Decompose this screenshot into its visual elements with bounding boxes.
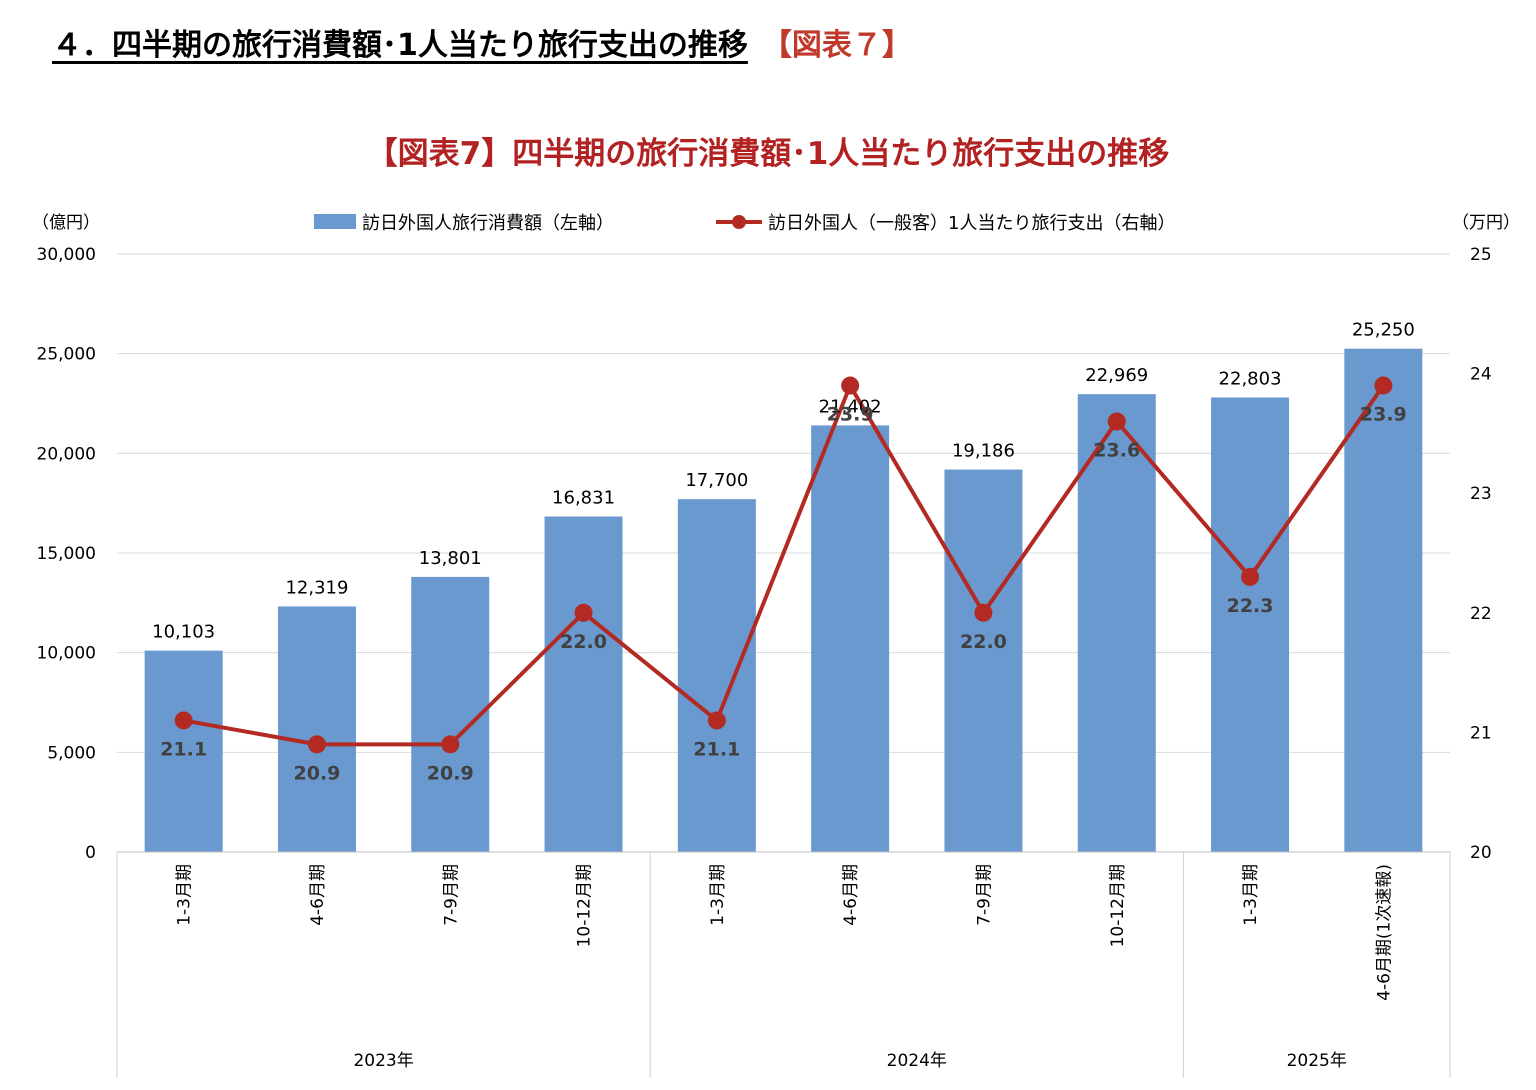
bar-data-label: 21,402 — [819, 396, 882, 417]
axes: 0 5,000 10,000 15,000 20,000 25,000 30,000 20 21… — [32, 213, 1520, 1078]
bar — [677, 499, 756, 852]
line-point — [307, 735, 326, 754]
category-label: 4-6月期(1次速報) — [1374, 864, 1394, 1001]
left-axis-unit: （億円） — [32, 213, 100, 233]
category-label: 1-3月期 — [708, 864, 728, 926]
right-axis-tick-label: 20 — [1470, 843, 1492, 863]
bar — [811, 425, 890, 852]
category-label: 1-3月期 — [175, 864, 195, 926]
bar-data-label: 17,700 — [685, 470, 748, 491]
legend-marker-line — [732, 215, 746, 229]
bar-data-label: 10,103 — [152, 622, 215, 643]
line-data-label: 22.0 — [960, 631, 1007, 653]
line-series — [174, 376, 1393, 754]
category-label: 4-6月期 — [308, 864, 328, 926]
line-data-label: 23.9 — [1360, 404, 1407, 426]
left-axis-tick-label: 20,000 — [37, 444, 96, 464]
bar — [1077, 394, 1156, 852]
year-label: 2023年 — [353, 1051, 413, 1071]
bar-data-label: 16,831 — [552, 488, 615, 509]
bar-data-label: 12,319 — [285, 577, 348, 598]
bar-data-label: 13,801 — [419, 548, 482, 569]
bar — [144, 650, 223, 852]
legend: 訪日外国人旅行消費額（左軸） 訪日外国人（一般客）1人当たり旅行支出（右軸） — [314, 213, 1175, 234]
line-point — [1107, 412, 1126, 431]
line-data-label: 21.1 — [693, 738, 740, 760]
page-heading: ４．四半期の旅行消費額･1人当たり旅行支出の推移 【図表７】 — [52, 20, 912, 64]
category-label: 10-12月期 — [1108, 864, 1128, 947]
line-point — [574, 603, 593, 622]
line-data-label: 22.0 — [560, 631, 607, 653]
right-axis-unit: （万円） — [1452, 213, 1520, 233]
line-point — [1241, 567, 1260, 586]
bar-data-label: 19,186 — [952, 441, 1015, 462]
left-axis-tick-label: 30,000 — [37, 245, 96, 265]
line-data-label: 21.1 — [160, 738, 207, 760]
page-heading-main: ４．四半期の旅行消費額･1人当たり旅行支出の推移 — [52, 28, 748, 63]
chart-title: 【図表7】四半期の旅行消費額･1人当たり旅行支出の推移 — [366, 136, 1170, 172]
line-point — [974, 603, 993, 622]
line-data-label: 20.9 — [427, 762, 474, 784]
bar-data-label: 22,969 — [1085, 365, 1148, 386]
legend-label-line: 訪日外国人（一般客）1人当たり旅行支出（右軸） — [768, 213, 1175, 234]
year-label: 2025年 — [1287, 1051, 1347, 1071]
bar-series — [144, 348, 1423, 852]
line-point — [174, 711, 193, 730]
line-point — [1374, 376, 1393, 395]
line-data-label: 23.6 — [1093, 439, 1140, 461]
right-axis-tick-label: 25 — [1470, 245, 1492, 265]
bar-data-label: 25,250 — [1352, 320, 1415, 341]
left-axis-tick-label: 0 — [85, 843, 96, 863]
bar — [1211, 397, 1290, 852]
left-axis-tick-label: 10,000 — [37, 644, 96, 664]
legend-swatch-bar — [314, 214, 356, 229]
left-axis-tick-label: 25,000 — [37, 345, 96, 365]
line-path — [183, 383, 1385, 747]
bar — [277, 606, 356, 852]
right-axis-tick-label: 21 — [1470, 723, 1492, 743]
category-label: 7-9月期 — [441, 864, 461, 926]
left-axis-tick-label: 15,000 — [37, 544, 96, 564]
category-label: 4-6月期 — [841, 864, 861, 926]
line-point — [841, 376, 860, 395]
right-axis-tick-label: 22 — [1470, 604, 1492, 624]
right-axis-tick-label: 23 — [1470, 484, 1492, 504]
bar — [544, 516, 623, 852]
data-labels: 10,103 12,319 13,801 16,831 17,700 21,402 19,1… — [152, 320, 1415, 785]
line-data-label: 22.3 — [1227, 595, 1274, 617]
line-data-label: 23.9 — [827, 404, 874, 426]
bar — [411, 576, 490, 852]
line-data-label: 20.9 — [294, 762, 341, 784]
page-heading-tag: 【図表７】 — [761, 28, 912, 63]
line-point — [707, 711, 726, 730]
bar — [1344, 348, 1423, 852]
line-point — [441, 735, 460, 754]
year-label: 2024年 — [887, 1051, 947, 1071]
legend-label-bar: 訪日外国人旅行消費額（左軸） — [362, 213, 614, 234]
category-label: 10-12月期 — [575, 864, 595, 947]
bar — [944, 469, 1023, 852]
category-label: 1-3月期 — [1241, 864, 1261, 926]
right-axis-tick-label: 24 — [1470, 365, 1492, 385]
left-axis-tick-label: 5,000 — [47, 743, 96, 763]
bar-data-label: 22,803 — [1219, 368, 1282, 389]
category-label: 7-9月期 — [974, 864, 994, 926]
